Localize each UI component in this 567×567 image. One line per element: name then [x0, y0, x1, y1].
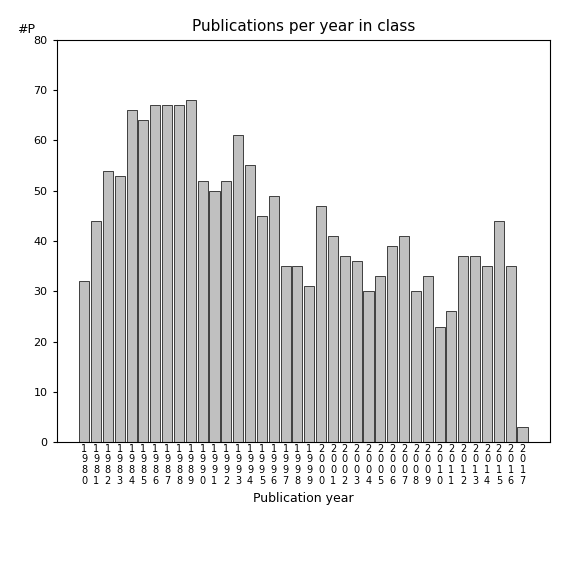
Bar	[138, 120, 149, 442]
Bar	[304, 286, 314, 442]
Bar	[446, 311, 456, 442]
Bar	[91, 221, 101, 442]
Bar	[103, 171, 113, 442]
Bar	[363, 291, 374, 442]
Bar	[328, 236, 338, 442]
Bar	[340, 256, 350, 442]
Bar	[162, 105, 172, 442]
Bar	[316, 206, 326, 442]
Bar	[387, 246, 397, 442]
Bar	[293, 266, 302, 442]
Bar	[115, 176, 125, 442]
Bar	[269, 196, 279, 442]
Bar	[126, 110, 137, 442]
Bar	[470, 256, 480, 442]
Bar	[198, 180, 208, 442]
Bar	[458, 256, 468, 442]
Bar	[352, 261, 362, 442]
Bar	[434, 327, 445, 442]
Bar	[79, 281, 89, 442]
Bar	[411, 291, 421, 442]
Bar	[150, 105, 160, 442]
Bar	[506, 266, 516, 442]
X-axis label: Publication year: Publication year	[253, 492, 354, 505]
Bar	[245, 166, 255, 442]
Bar	[186, 100, 196, 442]
Bar	[482, 266, 492, 442]
Bar	[281, 266, 291, 442]
Bar	[494, 221, 504, 442]
Title: Publications per year in class: Publications per year in class	[192, 19, 415, 35]
Text: #P: #P	[17, 23, 35, 36]
Bar	[257, 216, 267, 442]
Bar	[399, 236, 409, 442]
Bar	[221, 180, 231, 442]
Bar	[518, 427, 527, 442]
Bar	[174, 105, 184, 442]
Bar	[375, 276, 386, 442]
Bar	[233, 136, 243, 442]
Bar	[209, 191, 219, 442]
Bar	[423, 276, 433, 442]
